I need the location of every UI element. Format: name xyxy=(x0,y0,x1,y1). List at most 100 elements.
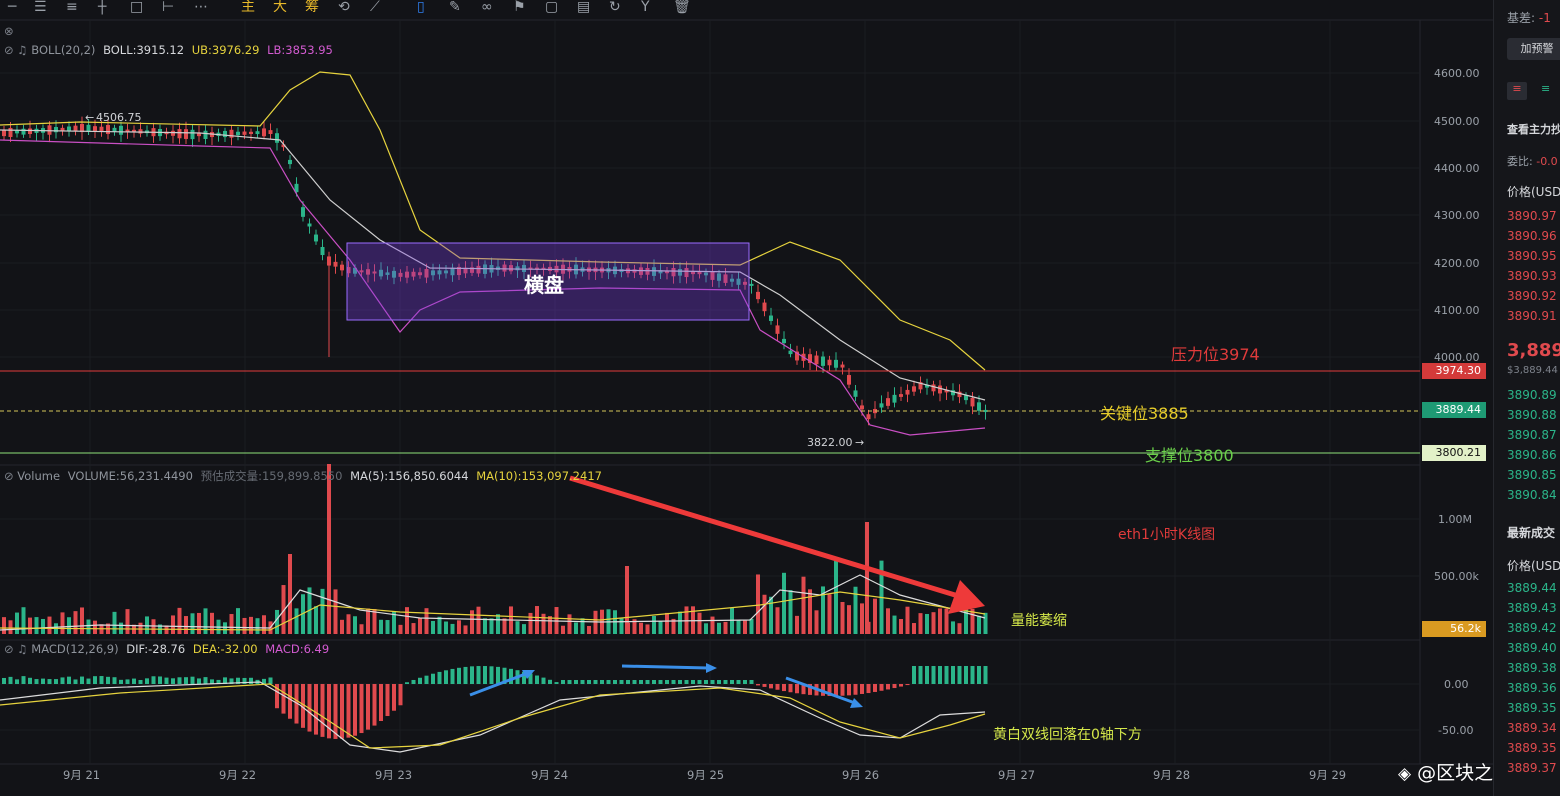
trade-row[interactable]: 3889.42 xyxy=(1507,621,1557,635)
macd-bar xyxy=(769,684,773,689)
macd-bar xyxy=(860,684,864,694)
horizontal-lines-icon[interactable]: ☰ xyxy=(34,0,47,15)
candle-body xyxy=(658,270,663,274)
ask-row[interactable]: 3890.92 xyxy=(1507,289,1557,303)
bell-icon[interactable]: ♫ xyxy=(17,43,28,57)
range-icon[interactable]: ⊢ xyxy=(162,0,175,15)
ask-row[interactable]: 3890.96 xyxy=(1507,229,1557,243)
volume-shrink-label: 量能萎缩 xyxy=(1011,613,1067,629)
macd-tick: -50.00 xyxy=(1438,724,1473,737)
candle-body xyxy=(736,278,741,285)
settings-icon[interactable]: ⊘ xyxy=(4,43,14,57)
pencil-icon[interactable]: ✎ xyxy=(449,0,461,15)
trade-row[interactable]: 3889.34 xyxy=(1507,721,1557,735)
macd-bar xyxy=(93,676,97,684)
eye-icon[interactable]: ∞ xyxy=(481,0,493,15)
main-force-link[interactable]: 查看主力抄 xyxy=(1507,123,1560,136)
settings-icon[interactable]: ⊘ xyxy=(4,642,14,656)
bid-row[interactable]: 3890.84 xyxy=(1507,488,1557,502)
ask-row[interactable]: 3890.95 xyxy=(1507,249,1557,263)
macd-bar xyxy=(606,680,611,684)
horizontal-line-icon[interactable]: ─ xyxy=(8,0,17,15)
cross-icon[interactable]: ┼ xyxy=(98,0,107,15)
refresh-icon[interactable]: ↻ xyxy=(609,0,621,15)
ask-row[interactable]: 3890.93 xyxy=(1507,269,1557,283)
macd-flat-arrow xyxy=(621,664,709,670)
magnet-icon[interactable]: ▯ xyxy=(417,0,425,15)
big-order-button[interactable]: 大 xyxy=(273,0,287,15)
document-icon[interactable]: ⚑ xyxy=(513,0,526,15)
macd-bar xyxy=(912,666,916,684)
candle-body xyxy=(346,267,351,274)
macd-bar xyxy=(801,684,806,695)
volume-bar xyxy=(847,605,851,634)
ruler-icon[interactable]: ⟋ xyxy=(370,0,380,15)
candle-body xyxy=(704,272,708,276)
split-icon[interactable]: ▤ xyxy=(577,0,591,15)
bid-row[interactable]: 3890.85 xyxy=(1507,468,1557,482)
more-icon[interactable]: ⋯ xyxy=(194,0,208,15)
volume-bar xyxy=(457,620,461,634)
indicator-icon[interactable]: ⟲ xyxy=(338,0,350,15)
candle-body xyxy=(242,131,247,135)
volume-bar xyxy=(314,606,318,634)
bid-row[interactable]: 3890.89 xyxy=(1507,388,1557,402)
low-marker: → xyxy=(855,436,864,449)
ask-row[interactable]: 3890.91 xyxy=(1507,309,1557,323)
rectangle-icon[interactable]: □ xyxy=(130,0,144,15)
candle-body xyxy=(424,269,429,278)
bell-icon[interactable]: ♫ xyxy=(17,642,28,656)
bid-row[interactable]: 3890.87 xyxy=(1507,428,1557,442)
bid-row[interactable]: 3890.86 xyxy=(1507,448,1557,462)
candle-body xyxy=(54,127,58,133)
volume-bar xyxy=(21,607,26,634)
volume-bar xyxy=(392,611,396,634)
trade-row[interactable]: 3889.43 xyxy=(1507,601,1557,615)
macd-bar xyxy=(242,677,247,684)
orderbook-view-icon[interactable]: ≡ xyxy=(1507,82,1527,100)
trade-row[interactable]: 3889.35 xyxy=(1507,701,1557,715)
trade-row[interactable]: 3889.35 xyxy=(1507,741,1557,755)
date-label: 9月 27 xyxy=(998,768,1035,782)
candle-body xyxy=(372,271,377,274)
orderbook-bids-icon[interactable]: ≡ xyxy=(1541,82,1551,95)
trade-row[interactable]: 3889.38 xyxy=(1507,661,1557,675)
weibi-row: 委比: -0.0 xyxy=(1507,155,1558,168)
collapse-icon[interactable]: ⊗ xyxy=(4,24,14,38)
macd-dea: DEA:-32.00 xyxy=(192,642,258,656)
boll-legend: ⊗ xyxy=(4,24,14,38)
macd-bar xyxy=(489,666,494,684)
chip-button[interactable]: 筹 xyxy=(305,0,319,15)
trade-row[interactable]: 3889.40 xyxy=(1507,641,1557,655)
candle-body xyxy=(249,131,253,135)
volume-bar xyxy=(281,585,286,634)
volume-bar xyxy=(827,594,832,634)
gauge-icon[interactable]: ▢ xyxy=(545,0,559,15)
bid-row[interactable]: 3890.88 xyxy=(1507,408,1557,422)
consolidation-box[interactable] xyxy=(346,242,750,321)
volume-bar xyxy=(411,623,416,634)
resistance-label: 压力位3974 xyxy=(1171,345,1260,364)
volume-ma10: MA(10):153,097.2417 xyxy=(476,469,602,483)
settings-icon[interactable]: ⊘ xyxy=(4,469,14,483)
chart-svg[interactable]: ← 4506.75 3822.00 → 4600.00 4500.00 4400… xyxy=(0,0,1493,796)
ask-row[interactable]: 3890.97 xyxy=(1507,209,1557,223)
volume-bar xyxy=(112,611,117,634)
trade-row[interactable]: 3889.44 xyxy=(1507,581,1557,595)
macd-bar xyxy=(535,675,539,684)
trade-row[interactable]: 3889.36 xyxy=(1507,681,1557,695)
macd-bar xyxy=(307,684,312,732)
macd-bar xyxy=(132,678,136,684)
macd-bar xyxy=(333,684,338,739)
trash-icon[interactable]: 🗑 xyxy=(673,0,691,15)
filter-icon[interactable]: Y xyxy=(641,0,650,15)
trade-row[interactable]: 3889.37 xyxy=(1507,761,1557,775)
menu-icon[interactable]: ≡ xyxy=(66,0,78,15)
macd-bar xyxy=(626,680,630,684)
candle-body xyxy=(691,271,695,275)
add-alert-button[interactable]: 加预警 xyxy=(1507,38,1560,60)
price-tick: 4600.00 xyxy=(1434,67,1480,80)
basis-row: 基差: -1 xyxy=(1507,11,1551,25)
date-label: 9月 29 xyxy=(1309,768,1346,782)
main-indicator-button[interactable]: 主 xyxy=(241,0,255,15)
